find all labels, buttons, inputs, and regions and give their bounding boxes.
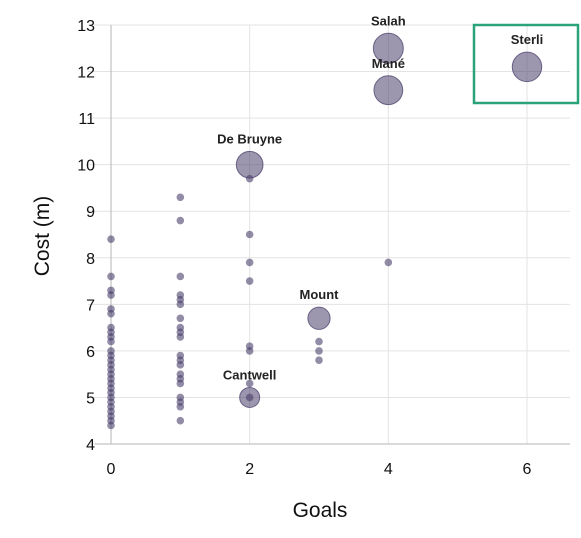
point-label: Salah xyxy=(371,13,406,28)
y-tick-label: 7 xyxy=(86,297,95,314)
data-point xyxy=(176,272,185,281)
data-point xyxy=(107,272,115,281)
y-tick-label: 4 xyxy=(86,437,95,454)
y-tick-label: 5 xyxy=(86,390,95,407)
x-tick-label: 2 xyxy=(245,461,254,478)
data-point xyxy=(107,309,115,318)
data-point xyxy=(245,347,254,355)
x-tick-label: 6 xyxy=(523,461,532,478)
y-tick-label: 9 xyxy=(86,204,95,221)
x-axis-title: Goals xyxy=(293,499,348,522)
x-tick-label: 4 xyxy=(384,461,393,478)
data-point xyxy=(245,379,254,388)
grid xyxy=(88,24,570,445)
data-point xyxy=(107,291,115,299)
labeled-bubble xyxy=(235,150,264,179)
y-tick-label: 6 xyxy=(86,344,95,361)
point-label: Mané xyxy=(372,56,405,71)
data-point xyxy=(176,193,185,202)
point-label: De Bruyne xyxy=(217,131,282,146)
data-point xyxy=(245,230,254,239)
labeled-bubbles: Salah Mané De Bruyne Mount Cantwell Sterli xyxy=(217,13,544,408)
labeled-bubble xyxy=(511,51,543,83)
y-axis-title: Cost (m) xyxy=(31,196,54,277)
x-tick-label: 0 xyxy=(107,461,116,478)
point-label: Mount xyxy=(300,287,340,302)
data-point xyxy=(176,216,185,225)
tick-labels: 4 5 6 7 8 9 10 11 12 13 0 2 4 6 xyxy=(77,18,531,478)
labeled-bubble xyxy=(239,386,261,408)
y-tick-label: 13 xyxy=(77,18,95,35)
y-tick-label: 10 xyxy=(77,158,95,175)
data-point xyxy=(315,356,323,365)
point-label: Cantwell xyxy=(223,367,276,382)
data-point xyxy=(176,314,185,323)
data-point xyxy=(107,337,115,346)
data-point xyxy=(384,258,393,267)
data-point xyxy=(176,379,185,388)
data-point xyxy=(176,300,185,309)
y-tick-label: 12 xyxy=(77,65,95,82)
y-tick-label: 11 xyxy=(78,111,95,128)
data-point xyxy=(176,416,185,425)
y-tick-label: 8 xyxy=(86,251,95,268)
data-point xyxy=(245,277,254,285)
data-point xyxy=(176,402,185,411)
data-point xyxy=(107,235,115,243)
data-point xyxy=(315,347,323,355)
labeled-bubble xyxy=(372,32,404,64)
data-point xyxy=(176,361,185,369)
data-point xyxy=(315,337,323,346)
labeled-bubble xyxy=(373,75,404,106)
point-label: Sterli xyxy=(511,32,544,47)
data-point xyxy=(245,258,254,267)
labeled-bubble xyxy=(307,306,331,330)
data-point xyxy=(107,421,115,430)
data-point xyxy=(176,333,185,341)
highlight-box xyxy=(472,23,580,105)
